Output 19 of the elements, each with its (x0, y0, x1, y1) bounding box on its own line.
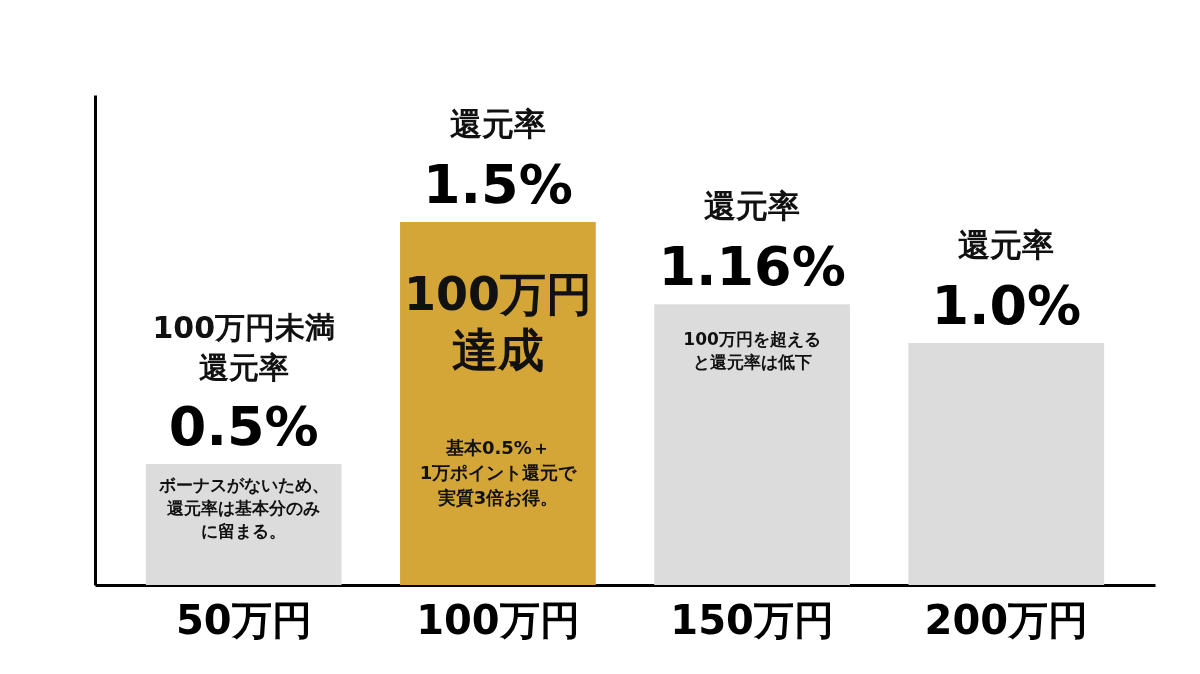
data-label: 0.5% (168, 395, 319, 459)
annotation: 100万円未満 (152, 310, 336, 346)
text: 還元率 (449, 105, 546, 144)
x-tick-label: 150万円 (670, 596, 834, 643)
annotation: 還元率 (958, 226, 1055, 265)
data-label: 1.0% (931, 274, 1082, 338)
data-label: 1.5% (423, 153, 573, 217)
annotation: 100万円を超えると還元率は低下 (683, 329, 821, 373)
bar (654, 304, 850, 585)
annotation: 100万円達成 (403, 267, 592, 378)
bar (908, 343, 1105, 585)
x-tick-label: 100万円 (416, 596, 580, 643)
annotation: ボーナスがないため、還元率は基本分のみに留まる。 (157, 475, 329, 542)
x-tick-label: 200万円 (924, 596, 1089, 643)
annotation: 基本0.5%＋1万ポイント還元で実質3倍お得。 (419, 437, 578, 509)
x-tick-label: 50万円 (175, 596, 312, 643)
data-label: 1.16% (658, 235, 846, 299)
annotation: 還元率 (198, 350, 289, 386)
annotation: 還元率 (704, 187, 801, 226)
